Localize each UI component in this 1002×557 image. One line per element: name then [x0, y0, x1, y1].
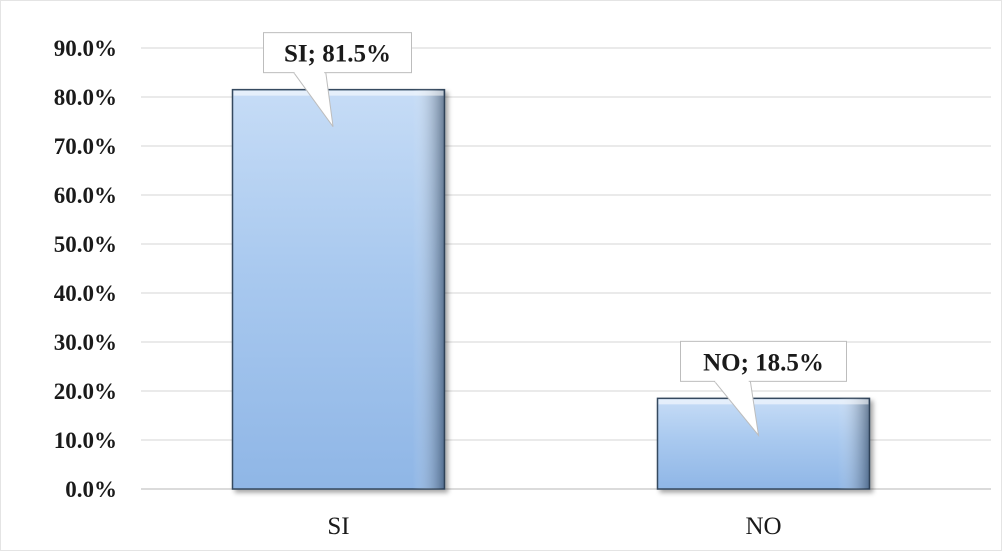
y-tick-label: 60.0% [54, 183, 117, 208]
data-label-text: NO; 18.5% [703, 349, 824, 376]
data-label-text: SI; 81.5% [284, 41, 391, 68]
data-labels: SI; 81.5% NO; 18.5% [263, 32, 847, 438]
bars [231, 88, 871, 490]
y-tick-label: 20.0% [54, 379, 117, 404]
bar-highlight [233, 90, 444, 96]
y-tick-label: 10.0% [54, 428, 117, 453]
bar-si [231, 88, 446, 490]
bar-shade [232, 89, 445, 490]
data-label-callout: SI; 81.5% [263, 32, 412, 127]
x-axis-category-labels: SI NO [327, 513, 781, 540]
y-tick-label: 30.0% [54, 330, 117, 355]
x-category-label: SI [327, 513, 349, 540]
y-tick-label: 40.0% [54, 281, 117, 306]
bar-highlight [658, 399, 869, 405]
x-category-label: NO [745, 513, 781, 540]
y-axis-tick-labels: 0.0% 10.0% 20.0% 30.0% 40.0% 50.0% 60.0% 70.0% 8… [54, 36, 117, 502]
y-tick-label: 70.0% [54, 134, 117, 159]
callout-box [680, 340, 847, 382]
y-tick-label: 50.0% [54, 232, 117, 257]
callout-box [263, 32, 412, 74]
data-label-callout: NO; 18.5% [680, 340, 847, 438]
bar-shade [657, 398, 870, 489]
y-tick-label: 90.0% [54, 36, 117, 61]
y-tick-label: 80.0% [54, 85, 117, 110]
bar-no [656, 397, 871, 490]
y-tick-label: 0.0% [65, 477, 117, 502]
